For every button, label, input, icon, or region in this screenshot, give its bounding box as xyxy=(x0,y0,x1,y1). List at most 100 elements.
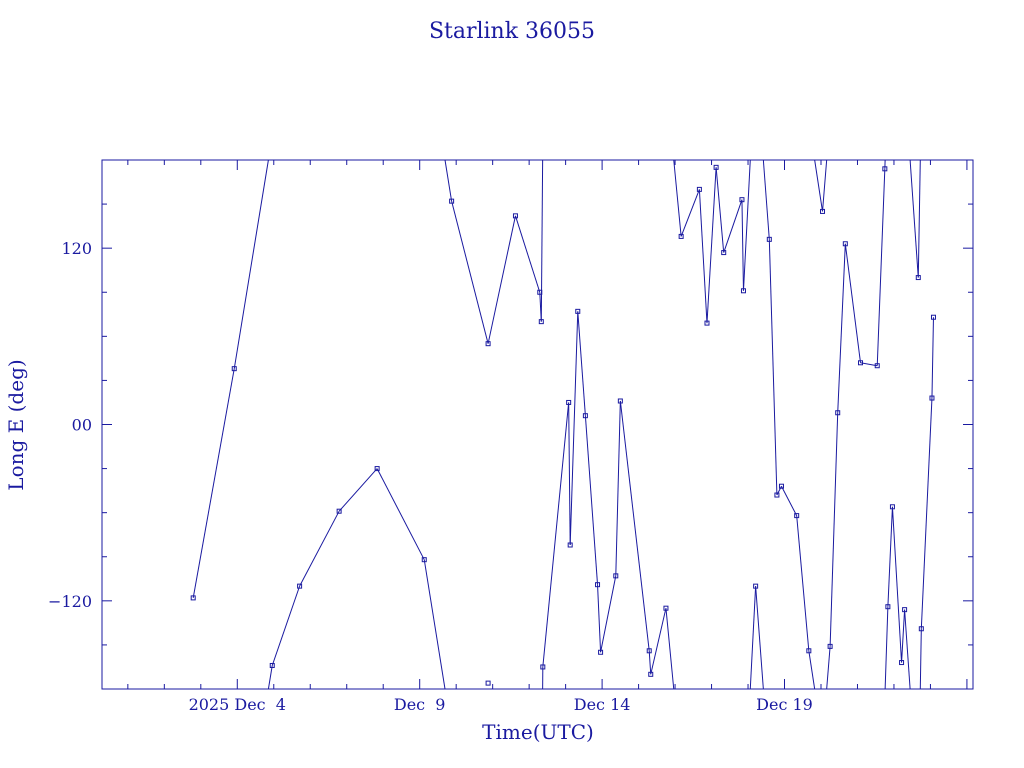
data-point xyxy=(794,513,800,519)
data-point xyxy=(646,648,652,654)
series-segment xyxy=(451,201,489,344)
data-point xyxy=(915,275,921,281)
series-segment xyxy=(698,189,708,324)
data-point xyxy=(885,604,891,610)
series-segment xyxy=(884,606,889,690)
data-point xyxy=(598,649,604,655)
series-segment xyxy=(542,402,570,668)
series-segment xyxy=(540,159,544,322)
series-segment xyxy=(514,215,541,293)
series-segment xyxy=(619,400,650,651)
data-point xyxy=(540,664,546,670)
series-segment xyxy=(844,243,862,363)
y-axis-label: Long E (deg) xyxy=(4,359,28,490)
series-segment xyxy=(192,368,235,598)
series-segment xyxy=(648,650,652,675)
data-point xyxy=(374,466,380,472)
data-point xyxy=(930,314,936,320)
series-segment xyxy=(233,159,269,369)
series-segment xyxy=(829,412,839,647)
data-point xyxy=(753,583,759,589)
series-segment xyxy=(931,317,934,399)
series-segment xyxy=(715,167,725,253)
data-point xyxy=(538,319,544,325)
series-segment xyxy=(796,515,810,651)
series-segment xyxy=(338,468,378,512)
data-point xyxy=(766,236,772,242)
series-segment xyxy=(762,159,770,240)
series-segment xyxy=(876,168,886,366)
series-segment xyxy=(673,159,682,237)
series-segment xyxy=(376,468,425,560)
data-point xyxy=(739,197,745,203)
series-segment xyxy=(822,159,828,212)
series-segment xyxy=(577,311,586,416)
series-segment xyxy=(723,199,743,253)
series-segment xyxy=(749,586,757,690)
series-segment xyxy=(901,609,906,663)
series-segment xyxy=(742,159,751,291)
x-axis-label: Time(UTC) xyxy=(482,720,594,744)
data-point xyxy=(713,164,719,170)
data-point xyxy=(269,662,275,668)
series-segment xyxy=(917,159,921,278)
x-tick-label: Dec 14 xyxy=(574,695,631,714)
series-segment xyxy=(299,510,340,587)
series-segment xyxy=(569,311,579,546)
data-point xyxy=(566,399,572,405)
series-segment xyxy=(665,608,675,690)
data-point xyxy=(595,582,601,588)
data-point xyxy=(858,360,864,366)
data-point xyxy=(512,213,518,219)
data-point xyxy=(190,595,196,601)
series-segment xyxy=(487,215,516,344)
data-point xyxy=(421,557,427,563)
series-segment xyxy=(826,646,831,690)
data-point xyxy=(663,605,669,611)
data-point xyxy=(336,508,342,514)
y-tick-label: 120 xyxy=(61,239,92,258)
series-segment xyxy=(837,243,846,413)
data-point xyxy=(485,680,491,686)
data-point xyxy=(678,233,684,239)
x-tick-label: Dec 9 xyxy=(394,695,446,714)
data-point xyxy=(820,208,826,214)
data-point xyxy=(918,626,924,632)
data-point xyxy=(575,308,581,314)
series-segment xyxy=(891,506,903,663)
series-segment xyxy=(741,199,744,291)
data-point xyxy=(485,341,491,347)
series-segment xyxy=(768,239,778,496)
data-point xyxy=(297,583,303,589)
y-tick-label: −120 xyxy=(48,592,92,611)
data-point xyxy=(778,483,784,489)
series-segment xyxy=(444,159,453,202)
data-point xyxy=(537,289,543,295)
series-segment xyxy=(781,485,798,516)
data-point xyxy=(721,250,727,256)
data-point xyxy=(582,413,588,419)
series-segment xyxy=(919,628,922,690)
data-point xyxy=(774,492,780,498)
data-point xyxy=(617,398,623,404)
data-point xyxy=(842,241,848,247)
series-layer xyxy=(192,159,934,690)
data-point xyxy=(806,648,812,654)
series-segment xyxy=(568,402,571,545)
data-point xyxy=(899,660,905,666)
axis-ticks xyxy=(102,160,973,689)
plot-frame xyxy=(101,159,974,690)
data-point xyxy=(929,395,935,401)
x-tick-label: 2025 Dec 4 xyxy=(189,695,286,714)
data-point xyxy=(882,166,888,172)
plot-area xyxy=(101,159,974,690)
data-point xyxy=(902,607,908,613)
series-segment xyxy=(887,506,893,607)
data-point xyxy=(874,363,880,369)
series-segment xyxy=(267,665,273,690)
data-point xyxy=(231,366,237,372)
series-segment xyxy=(680,189,700,237)
chart-title: Starlink 36055 xyxy=(429,19,595,44)
series-segment xyxy=(814,159,824,212)
